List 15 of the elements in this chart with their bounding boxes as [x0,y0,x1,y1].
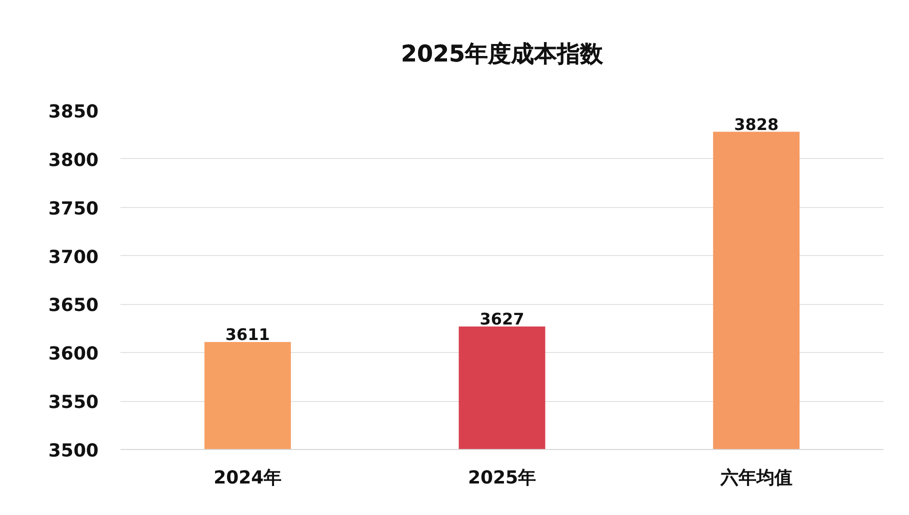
y-tick-label: 3800 [48,150,99,171]
y-tick-label: 3700 [48,246,99,268]
y-tick-label: 3850 [48,102,99,122]
y-tick-label: 3650 [48,295,99,316]
data-label: 3611 [225,324,270,344]
x-tick-label: 2024年 [214,468,282,488]
y-tick-label: 3600 [48,344,99,365]
x-tick-label: 2025年 [468,468,536,488]
data-label: 3627 [480,309,524,328]
x-tick-label: 六年均值 [719,468,792,488]
y-tick-label: 3750 [48,198,99,220]
chart-title: 2025年度成本指数 [400,40,604,68]
y-tick-label: 3550 [48,392,99,414]
y-tick-label: 3500 [48,440,99,462]
data-label: 3828 [734,114,779,134]
